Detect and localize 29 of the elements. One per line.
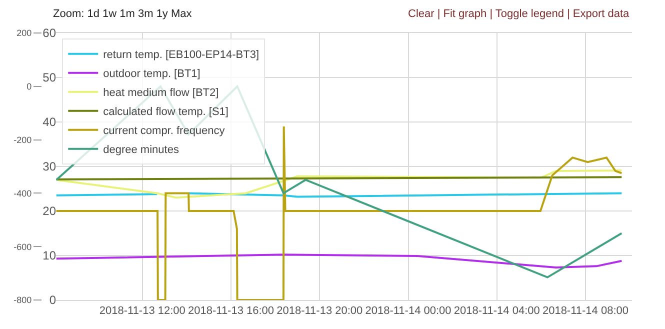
line-series (56, 125, 623, 300)
text: Clear | Fit graph | Toggle legend | Export data (408, 8, 630, 20)
x-tick-label: 2018-11-13 12:00 (99, 305, 186, 318)
legend-label: degree minutes (103, 144, 180, 156)
y-tick-label: 0 (49, 293, 56, 308)
y-tick-label: 20 (42, 204, 56, 218)
text: Zoom: 1d 1w 1m 3m 1y Max (53, 8, 192, 20)
legend-label: calculated flow temp. [S1] (103, 106, 228, 118)
y-tick-label: 50 (42, 70, 56, 85)
x-tick-label: 2018-11-14 08:00 (542, 305, 629, 318)
y2-tick-label: -600 (14, 242, 32, 252)
legend-label: outdoor temp. [BT1] (103, 68, 200, 80)
y2-tick-label: -400 (14, 188, 32, 198)
y-tick-label: 30 (42, 160, 56, 174)
y-tick-label: 60 (42, 26, 56, 40)
legend-label: return temp. [EB100-EP14-BT3] (103, 49, 260, 62)
legend-label: current compr. frequency (103, 125, 226, 138)
x-tick-label: 2018-11-13 20:00 (276, 305, 363, 318)
y2-tick-label: 0 (26, 82, 32, 92)
x-tick-label: 2018-11-13 16:00 (188, 305, 274, 318)
y2-tick-label: -200 (14, 134, 32, 145)
y-tick-label: 40 (42, 115, 56, 130)
line-series (56, 254, 623, 269)
y2-tick-label: -800 (14, 295, 32, 306)
x-tick-label: 2018-11-14 00:00 (365, 305, 452, 318)
x-tick-label: 2018-11-14 04:00 (454, 305, 540, 318)
legend-label: heat medium flow [BT2] (103, 87, 219, 100)
y2-tick-label: 200 (16, 28, 32, 38)
y-tick-label: 10 (42, 248, 56, 263)
